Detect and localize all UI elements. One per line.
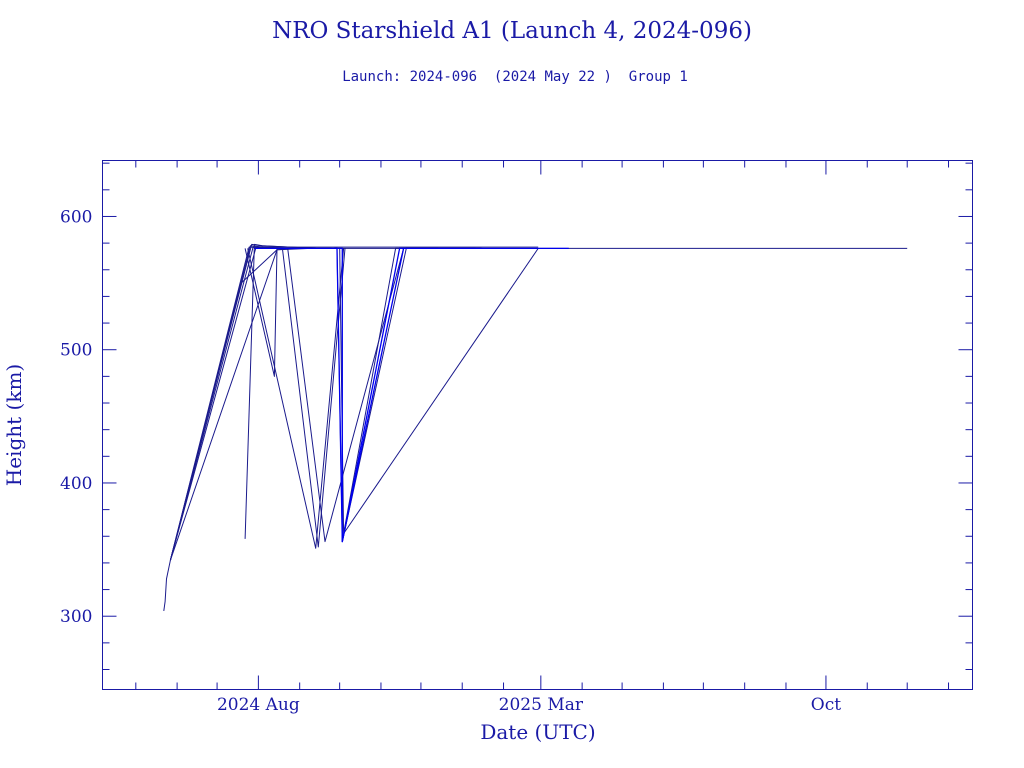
major-ticks bbox=[102, 160, 973, 690]
height-series-line bbox=[339, 247, 439, 535]
x-axis-label: Date (UTC) bbox=[480, 720, 595, 744]
height-series-line bbox=[336, 247, 483, 543]
y-tick-label: 500 bbox=[60, 341, 92, 361]
minor-ticks bbox=[102, 160, 973, 690]
x-tick-label: 2024 Aug bbox=[217, 695, 300, 715]
height-series-line bbox=[254, 247, 569, 543]
x-tick-labels: 2024 Aug 2025 Mar Oct bbox=[217, 695, 841, 715]
y-axis-label: Height (km) bbox=[2, 364, 26, 486]
height-series-line bbox=[247, 248, 345, 549]
height-series-line bbox=[169, 246, 476, 561]
y-tick-label: 400 bbox=[60, 474, 92, 494]
height-series-line bbox=[244, 243, 316, 539]
y-tick-labels: 300 400 500 600 bbox=[60, 207, 92, 627]
height-series-line bbox=[169, 247, 312, 561]
height-series-line bbox=[334, 247, 405, 543]
height-series-line bbox=[169, 247, 300, 561]
chart-title: NRO Starshield A1 (Launch 4, 2024-096) bbox=[272, 18, 752, 44]
height-series-line bbox=[287, 247, 481, 543]
chart-subtitle: Launch: 2024-096 (2024 May 22 ) Group 1 bbox=[342, 69, 688, 85]
y-tick-label: 600 bbox=[60, 207, 92, 227]
series-layer bbox=[163, 243, 908, 611]
plot-frame bbox=[102, 160, 973, 690]
height-series-line bbox=[343, 247, 908, 534]
y-tick-label: 300 bbox=[60, 607, 92, 627]
x-tick-label: Oct bbox=[811, 695, 841, 715]
x-tick-label: 2025 Mar bbox=[499, 695, 584, 715]
height-series-line bbox=[163, 245, 539, 611]
height-series-line bbox=[169, 243, 316, 561]
height-series-line bbox=[281, 248, 346, 548]
